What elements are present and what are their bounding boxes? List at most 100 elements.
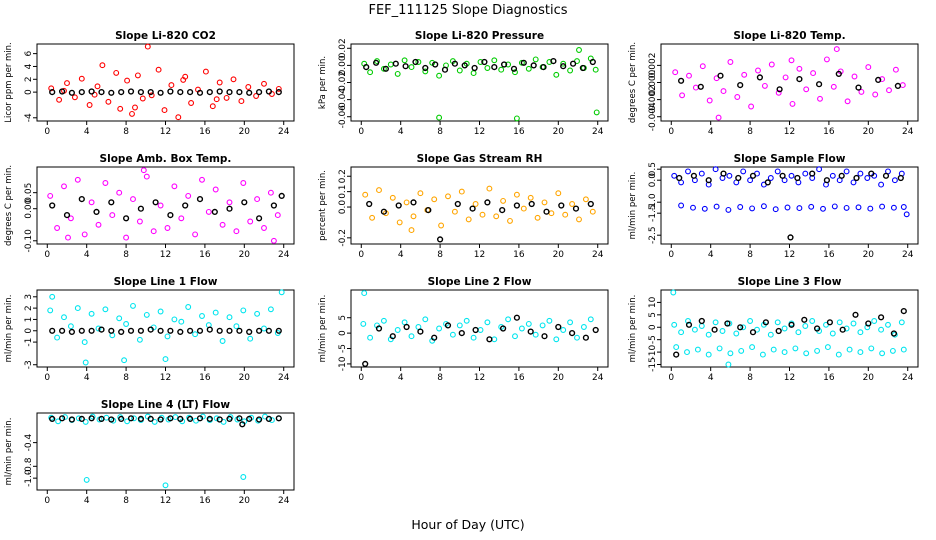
panel-title: Slope Amb. Box Temp. — [100, 153, 232, 165]
data-point — [706, 97, 713, 104]
data-point — [180, 76, 187, 83]
x-tick-label: 4 — [84, 127, 90, 137]
data-point — [380, 317, 387, 324]
data-point — [361, 290, 368, 297]
data-point — [95, 221, 102, 228]
y-axis-label: Licor ppm per min. — [4, 42, 14, 123]
y-tick-label: -2.5 — [648, 226, 658, 244]
series-summary — [362, 314, 599, 368]
data-point — [216, 88, 223, 95]
panel-title: Slope Line 3 Flow — [738, 276, 842, 288]
data-point — [451, 208, 458, 215]
x-tick-label: 4 — [398, 250, 404, 260]
data-point — [196, 415, 204, 422]
data-point — [394, 70, 401, 77]
y-tick-label: -1.0 — [24, 469, 34, 487]
data-point — [767, 331, 774, 338]
plot-frame — [350, 289, 609, 368]
data-point — [853, 174, 860, 182]
data-point — [553, 336, 560, 343]
y-tick-label: -10 — [338, 356, 348, 371]
data-point — [127, 415, 135, 422]
data-point — [705, 331, 712, 338]
data-point — [470, 70, 477, 77]
data-point — [582, 334, 590, 341]
data-point — [175, 114, 182, 121]
data-point — [389, 333, 396, 340]
series-all — [361, 47, 600, 122]
data-point — [256, 215, 263, 222]
data-point — [177, 328, 184, 336]
data-point — [178, 215, 185, 222]
data-point — [705, 351, 712, 358]
panel-title: Slope Line 2 Flow — [428, 276, 532, 288]
data-point — [690, 172, 698, 179]
data-point — [776, 86, 783, 93]
y-tick-label: 6 — [24, 50, 34, 56]
data-point — [88, 310, 95, 317]
data-point — [102, 306, 109, 313]
data-point — [219, 221, 226, 228]
data-point — [152, 199, 159, 206]
y-tick-label: -0.4 — [24, 434, 34, 452]
x-tick-label: 20 — [553, 373, 565, 383]
data-point — [767, 175, 774, 181]
data-point — [740, 324, 747, 331]
data-point — [715, 114, 722, 121]
data-point — [132, 104, 138, 111]
data-point — [246, 328, 253, 336]
x-tick-label: 20 — [239, 250, 251, 260]
data-point — [534, 214, 541, 221]
data-point — [116, 189, 123, 196]
y-tick-label: -10 — [648, 344, 658, 359]
data-point — [238, 98, 245, 105]
data-point — [555, 190, 562, 197]
y-tick-label: 0 — [338, 330, 348, 336]
x-tick-label: 12 — [160, 127, 171, 137]
x-tick-label: 24 — [592, 127, 604, 137]
data-point — [94, 83, 101, 90]
data-point — [177, 415, 184, 423]
data-point — [396, 219, 403, 226]
series-summary — [673, 308, 907, 358]
y-tick-label: -15 — [648, 357, 658, 372]
data-point — [267, 189, 274, 196]
data-point — [815, 81, 823, 88]
y-tick-label: -0.004 — [648, 102, 658, 131]
data-point — [78, 327, 85, 334]
data-point — [256, 88, 263, 96]
data-point — [458, 188, 465, 195]
x-tick-label: 0 — [44, 496, 50, 506]
data-point — [679, 92, 686, 99]
y-tick-label: -5 — [648, 335, 658, 344]
y-tick-label: 0 — [648, 324, 658, 330]
x-tick-label: 20 — [239, 373, 251, 383]
data-point — [167, 88, 174, 95]
data-point — [451, 60, 459, 67]
figure-x-axis-label: Hour of Day (UTC) — [411, 517, 524, 532]
data-point — [512, 69, 518, 76]
data-point — [727, 350, 734, 357]
data-point — [846, 346, 853, 353]
data-point — [157, 327, 164, 334]
data-point — [137, 327, 145, 334]
data-point — [872, 91, 879, 98]
data-point — [134, 72, 141, 79]
data-point — [801, 316, 808, 323]
data-point — [185, 192, 192, 199]
data-point — [513, 191, 520, 198]
data-point — [95, 325, 102, 332]
data-point — [857, 329, 864, 336]
data-point — [587, 316, 594, 323]
data-point — [124, 418, 131, 425]
data-point — [817, 95, 823, 102]
data-point — [858, 88, 865, 95]
data-point — [857, 349, 864, 356]
data-point — [212, 309, 219, 316]
data-point — [684, 349, 690, 356]
data-point — [54, 334, 61, 341]
data-point — [150, 228, 157, 235]
data-point — [369, 214, 376, 221]
x-tick-label: 8 — [123, 127, 129, 137]
